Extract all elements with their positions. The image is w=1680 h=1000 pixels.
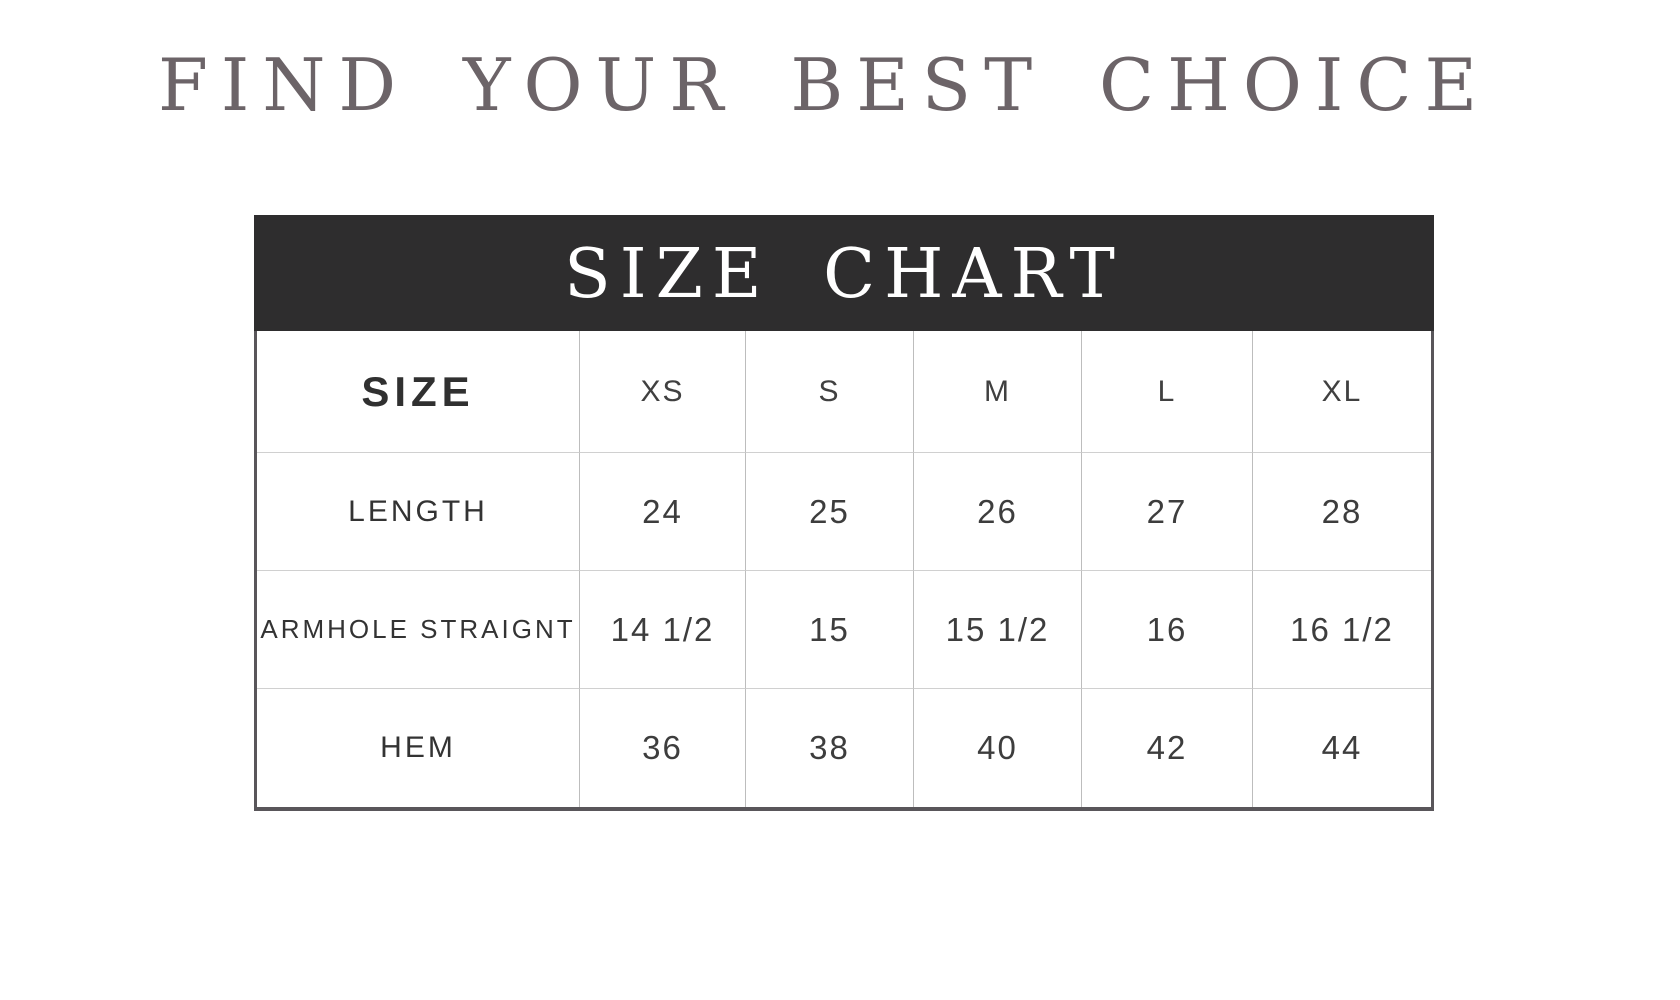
cell-armhole-xs: 14 1/2 (579, 570, 745, 688)
table-corner-label: SIZE (361, 367, 475, 415)
page-title: FIND YOUR BEST CHOICE (157, 43, 1491, 127)
cell-hem-s: 38 (745, 688, 913, 807)
cell-hem-l: 42 (1081, 688, 1252, 807)
size-chart-banner-title: SIZE CHART (564, 235, 1124, 314)
cell-armhole-l: 16 (1081, 570, 1252, 688)
column-header-xl: XL (1252, 331, 1431, 452)
cell-length-s: 25 (745, 452, 913, 570)
row-label-hem: HEM (257, 688, 579, 807)
size-chart-banner: SIZE CHART (254, 215, 1434, 331)
cell-hem-xs: 36 (579, 688, 745, 807)
column-header-xs: XS (579, 331, 745, 452)
cell-length-l: 27 (1081, 452, 1252, 570)
cell-length-m: 26 (913, 452, 1081, 570)
size-table: SIZE XS S M L XL LENGTH 24 25 26 27 28 A… (254, 331, 1434, 811)
row-label-length: LENGTH (257, 452, 579, 570)
cell-armhole-xl: 16 1/2 (1252, 570, 1431, 688)
column-header-s: S (745, 331, 913, 452)
column-header-l: L (1081, 331, 1252, 452)
cell-length-xl: 28 (1252, 452, 1431, 570)
cell-hem-m: 40 (913, 688, 1081, 807)
cell-length-xs: 24 (579, 452, 745, 570)
row-label-armhole-straignt: ARMHOLE STRAIGNT (257, 570, 579, 688)
cell-armhole-m: 15 1/2 (913, 570, 1081, 688)
cell-armhole-s: 15 (745, 570, 913, 688)
size-chart: SIZE CHART SIZE XS S M L XL LENGTH 24 25… (254, 215, 1434, 811)
cell-hem-xl: 44 (1252, 688, 1431, 807)
column-header-m: M (913, 331, 1081, 452)
